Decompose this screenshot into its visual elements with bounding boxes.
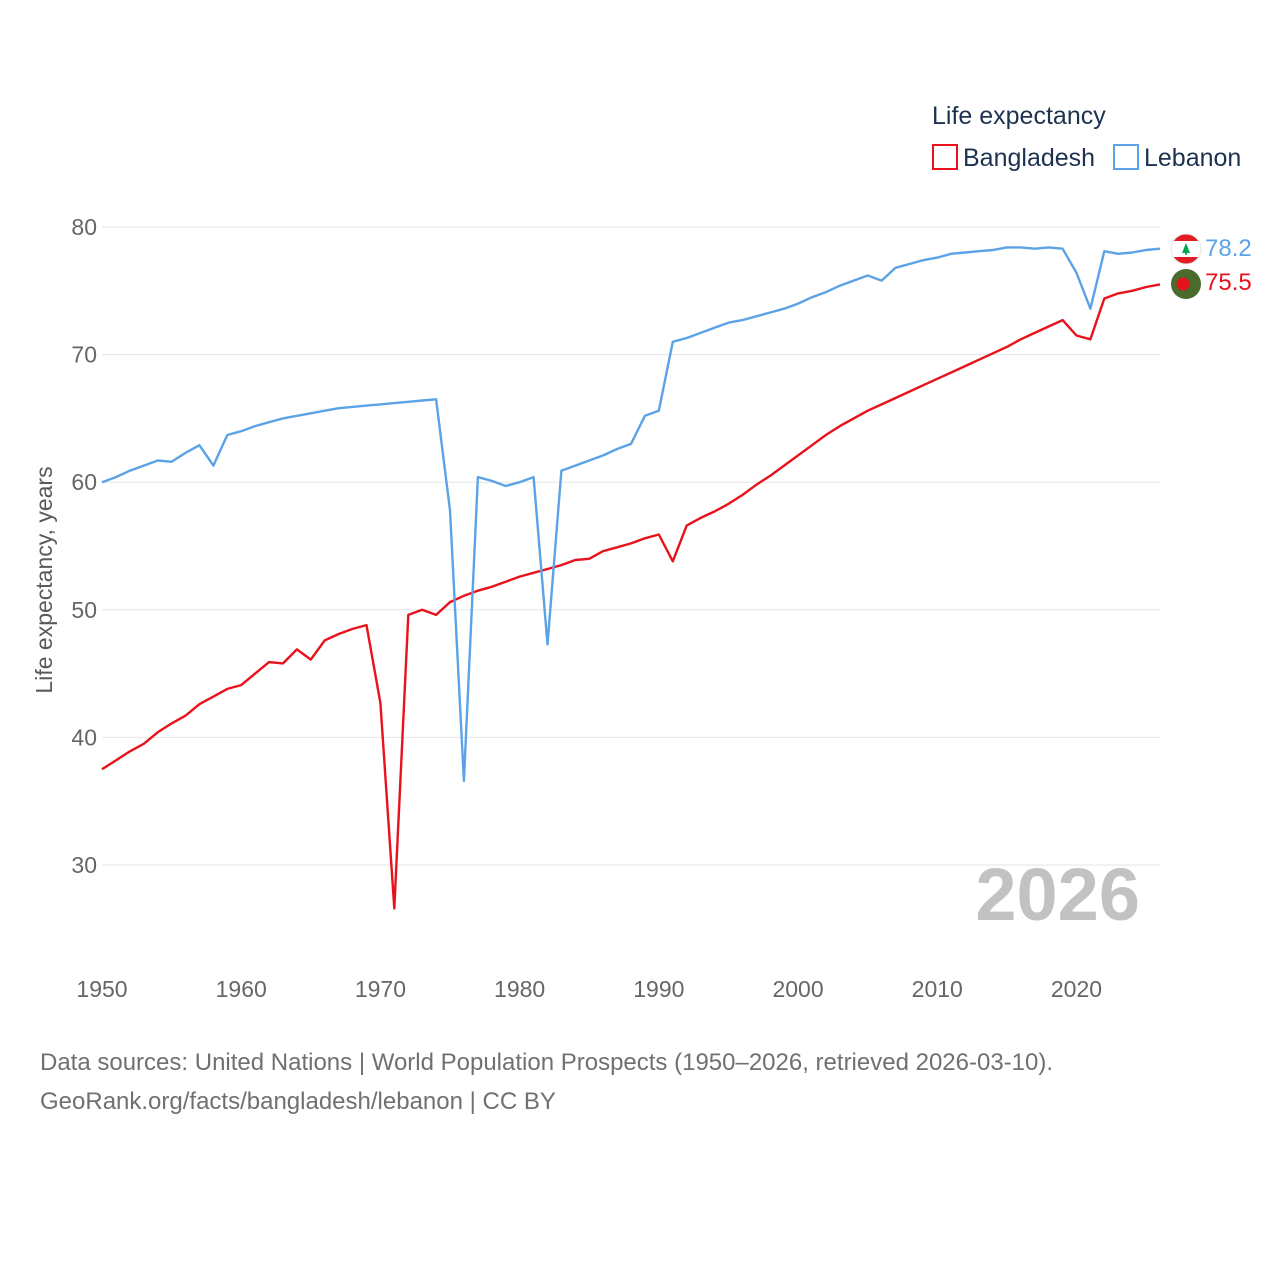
life-expectancy-chart: 30 40 50 60 70 80 1950 1960 1970 1980 1990 2000 201… — [31, 102, 1252, 1002]
x-tick-label: 1990 — [633, 976, 684, 1002]
x-tick-label: 2020 — [1051, 976, 1102, 1002]
legend: Life expectancy Bangladesh Lebanon — [932, 102, 1241, 172]
y-tick-label: 40 — [71, 724, 97, 750]
y-tick-label: 50 — [71, 597, 97, 623]
x-tick-label: 1980 — [494, 976, 545, 1002]
end-value-bangladesh: 75.5 — [1205, 269, 1252, 296]
y-tick-label: 30 — [71, 852, 97, 878]
y-axis-label: Life expectancy, years — [31, 466, 57, 693]
series-lines — [101, 246, 1161, 910]
x-tick-label: 1950 — [76, 976, 127, 1002]
footer-link[interactable]: GeoRank.org/facts/bangladesh/lebanon | C… — [40, 1088, 556, 1115]
year-watermark: 2026 — [975, 853, 1140, 936]
footer: Data sources: United Nations | World Pop… — [40, 1043, 1053, 1121]
y-tick-label: 70 — [71, 342, 97, 368]
x-tick-label: 1960 — [216, 976, 267, 1002]
legend-swatch-lebanon[interactable] — [1113, 144, 1139, 170]
bangladesh-flag-icon — [1171, 269, 1201, 299]
legend-swatch-bangladesh[interactable] — [932, 144, 958, 170]
series-line-bangladesh[interactable] — [101, 283, 1161, 910]
x-tick-label: 2000 — [772, 976, 823, 1002]
x-axis-ticks: 1950 1960 1970 1980 1990 2000 2010 2020 — [76, 976, 1102, 1002]
x-tick-label: 2010 — [912, 976, 963, 1002]
grid-lines — [102, 226, 1160, 866]
y-tick-label: 80 — [71, 214, 97, 240]
y-axis-ticks: 30 40 50 60 70 80 — [71, 214, 97, 878]
legend-label-lebanon[interactable]: Lebanon — [1144, 144, 1241, 172]
footer-sources: Data sources: United Nations | World Pop… — [40, 1049, 1054, 1076]
lebanon-flag-icon — [1171, 234, 1201, 264]
legend-label-bangladesh[interactable]: Bangladesh — [963, 144, 1095, 172]
x-tick-label: 1970 — [355, 976, 406, 1002]
end-value-lebanon: 78.2 — [1205, 235, 1252, 262]
legend-title: Life expectancy — [932, 102, 1106, 130]
series-line-lebanon[interactable] — [101, 246, 1161, 782]
y-tick-label: 60 — [71, 469, 97, 495]
